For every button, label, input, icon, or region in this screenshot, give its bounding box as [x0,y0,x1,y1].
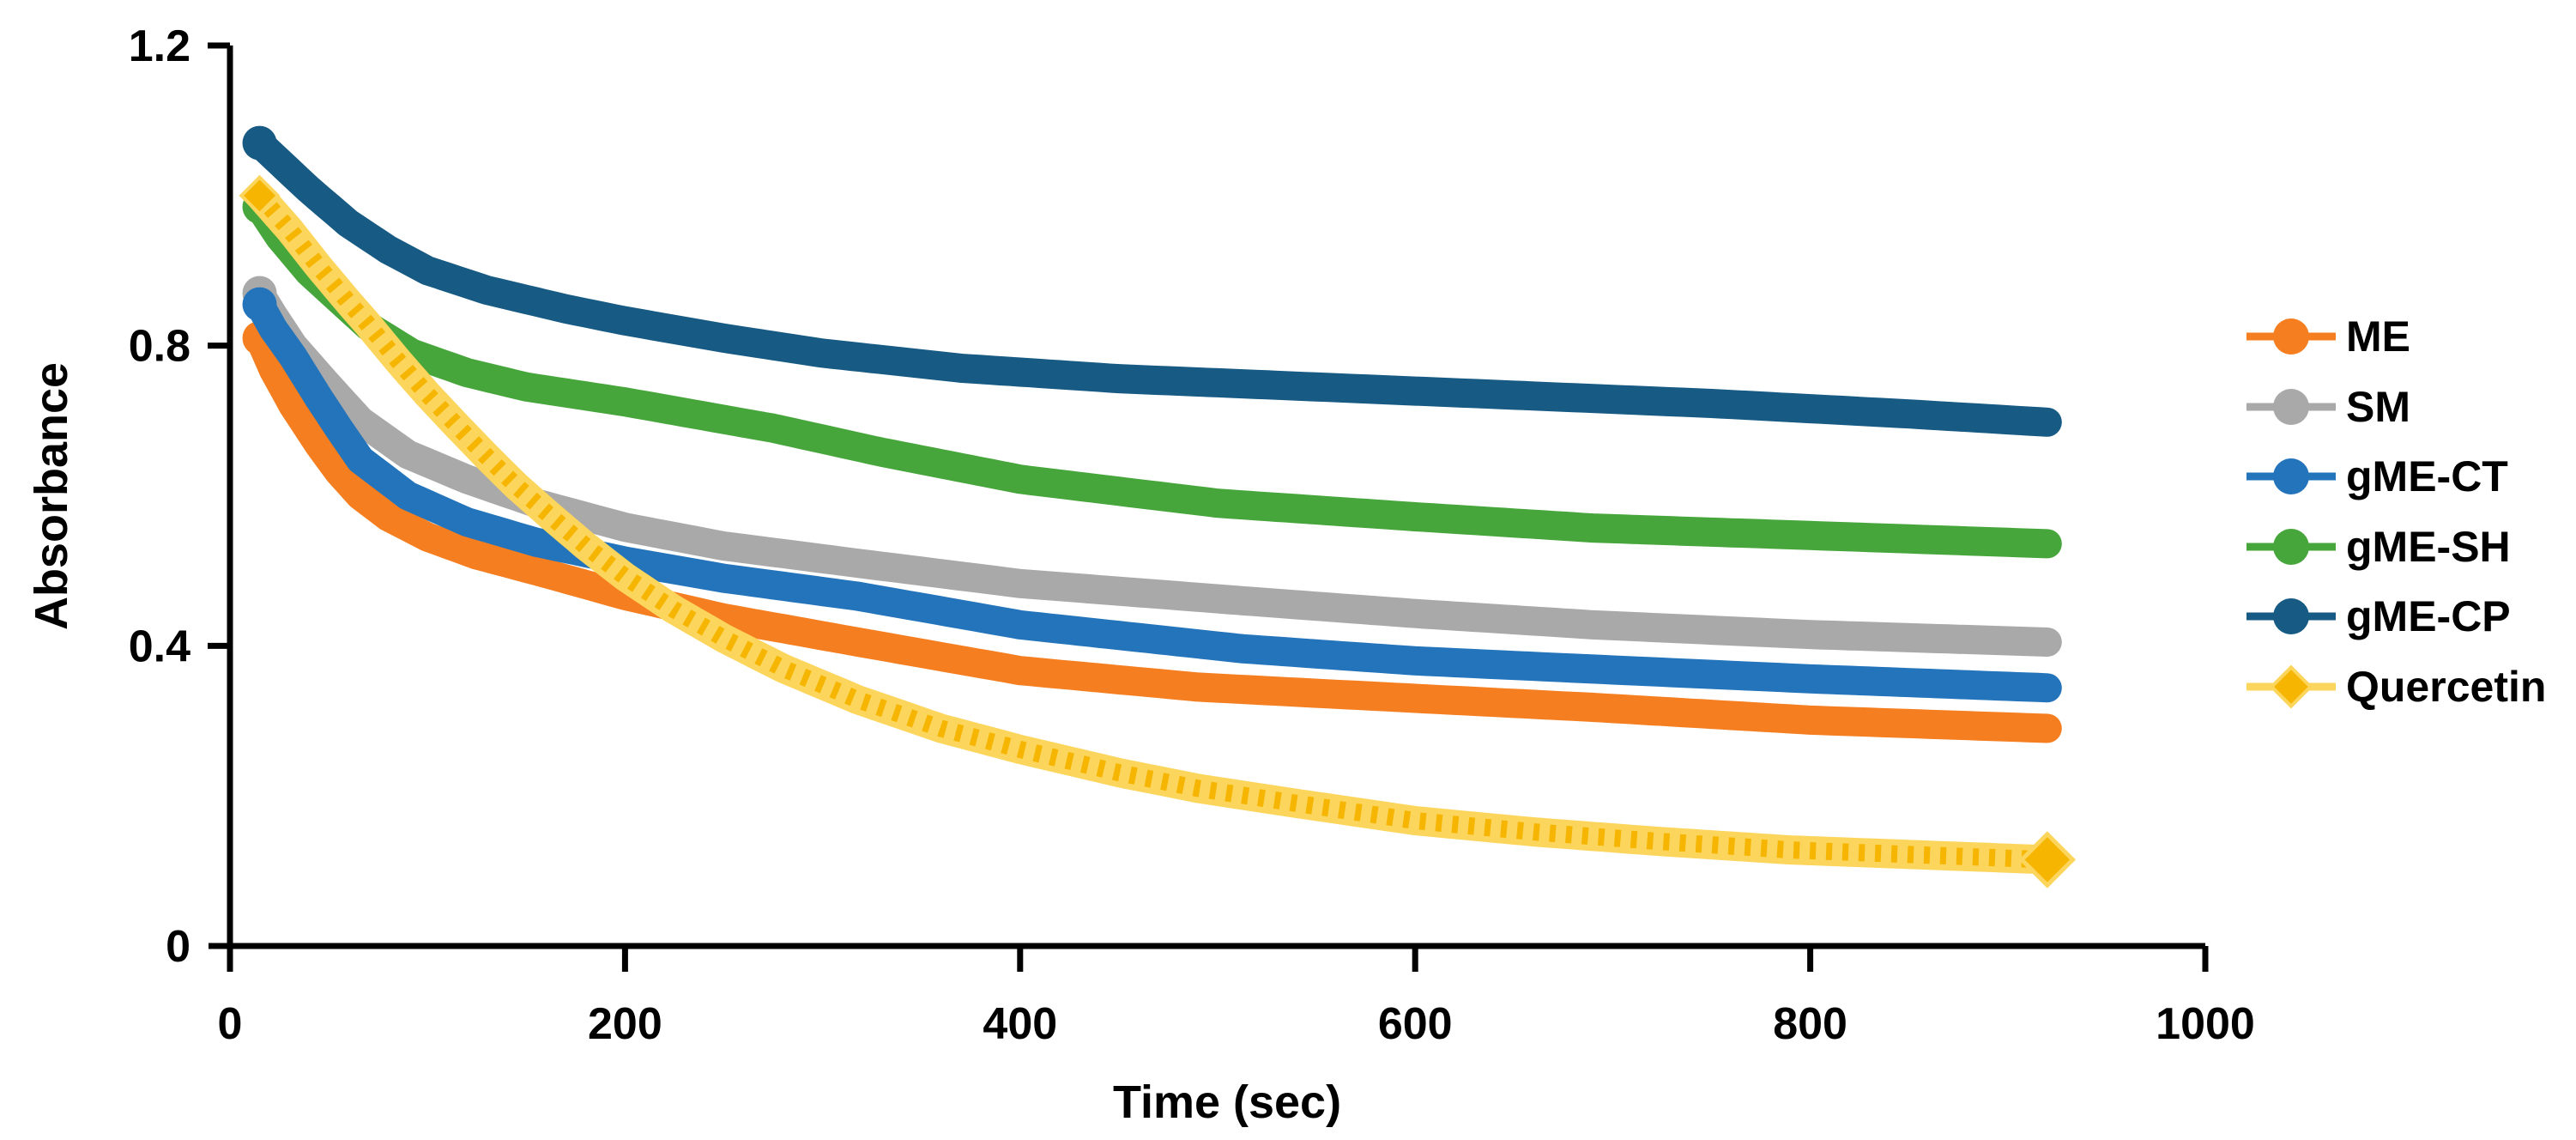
legend-label: gME-SH [2346,523,2511,571]
axes-layer: 0 200 400 600 800 1000 0 0.4 0.8 1.2 [129,21,2255,1049]
series-SM-line [245,278,2062,657]
series-gME-CP-first-marker [242,125,277,161]
legend-label: Quercetin [2346,663,2546,711]
x-tick-label: 800 [1773,999,1847,1049]
legend-item-gME-CT: gME-CT [2246,452,2508,500]
series-Quercetin-last-marker [2018,831,2077,888]
y-tick-label: 0.8 [129,322,190,372]
legend-label: ME [2346,312,2410,361]
x-tick-label: 0 [218,999,243,1049]
series-gME-SH-line [245,191,2062,559]
x-tick-label: 200 [588,999,662,1049]
x-tick-label: 600 [1378,999,1453,1049]
series-Quercetin-first-marker [239,174,281,216]
legend-label: gME-CP [2346,592,2511,640]
legend-item-ME: ME [2246,312,2410,361]
y-tick-label: 1.2 [129,21,190,71]
legend-layer: ME SM gME-CT gME-SH gME-CP Quercetin [2246,312,2546,711]
series-gME-CT-line [245,289,2062,703]
x-axis-title: Time (sec) [1113,1076,1341,1128]
series-layer [239,125,2077,888]
legend-circle-marker [2273,598,2309,634]
x-tick-label: 400 [983,999,1057,1049]
legend-diamond-marker [2269,664,2313,709]
x-tick-label: 1000 [2156,999,2255,1049]
legend-item-gME-CP: gME-CP [2246,592,2511,640]
y-axis-title: Absorbance [26,362,77,630]
legend-circle-marker [2273,318,2309,355]
legend-item-Quercetin: Quercetin [2246,663,2546,711]
series-ME-line [245,323,2062,743]
y-tick-label: 0 [166,922,190,972]
legend-circle-marker [2273,458,2309,494]
legend-label: SM [2346,383,2410,431]
legend-circle-marker [2273,529,2309,565]
series-gME-CP-line [245,128,2062,437]
series-Quercetin-markers [252,190,2048,869]
series-gME-CT-first-marker [242,287,277,322]
legend-item-gME-SH: gME-SH [2246,523,2511,571]
legend-item-SM: SM [2246,383,2410,431]
legend-label: gME-CT [2346,452,2508,500]
y-tick-label: 0.4 [129,622,190,671]
legend-circle-marker [2273,389,2309,425]
